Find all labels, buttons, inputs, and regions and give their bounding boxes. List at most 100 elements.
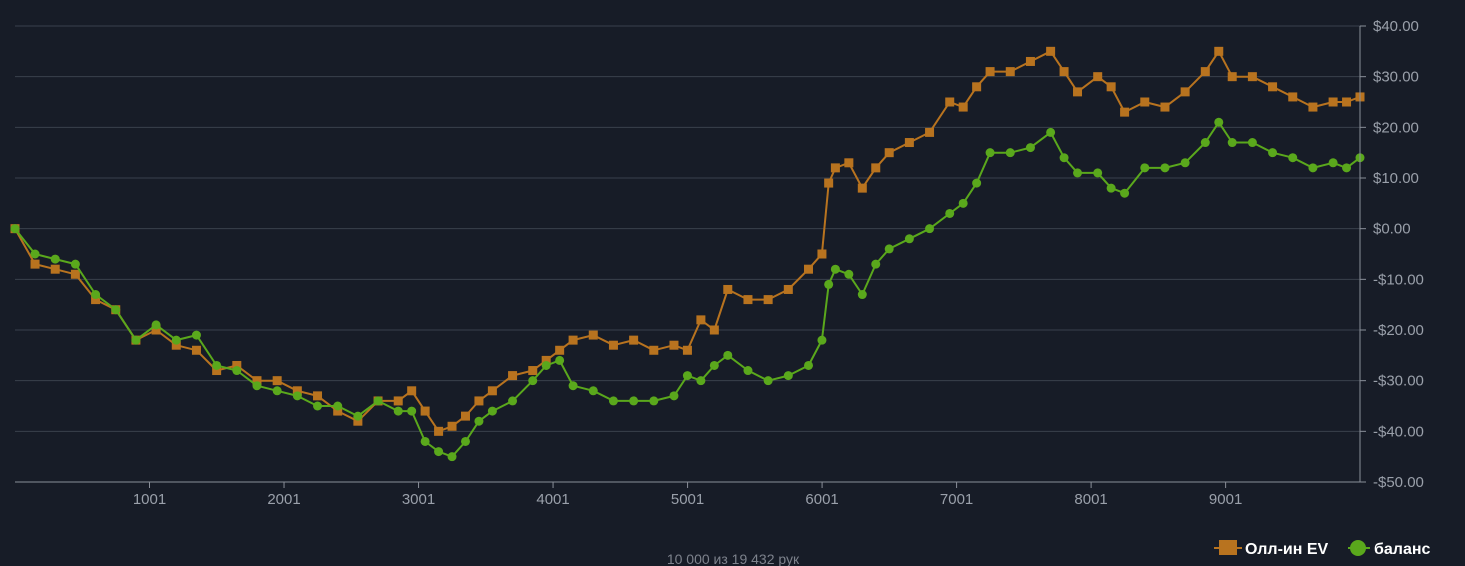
data-point: [393, 396, 403, 406]
data-point: [844, 269, 854, 279]
data-point: [925, 127, 935, 137]
series-line: [14, 121, 1361, 458]
data-point: [1073, 87, 1083, 97]
data-point: [420, 436, 430, 446]
data-point: [460, 411, 470, 421]
data-point: [131, 335, 141, 345]
data-point: [212, 360, 222, 370]
data-point: [151, 320, 161, 330]
data-point: [649, 345, 659, 355]
data-point: [528, 376, 538, 386]
data-point: [353, 411, 363, 421]
x-tick-label: 9001: [1209, 491, 1242, 508]
data-point: [555, 345, 565, 355]
data-point: [191, 330, 201, 340]
data-point: [763, 376, 773, 386]
data-point: [434, 447, 444, 457]
legend[interactable]: Олл-ин EV баланс: [1214, 540, 1431, 558]
data-point: [272, 386, 282, 396]
data-point: [70, 259, 80, 269]
y-tick-label: $40.00: [1373, 18, 1419, 35]
data-point: [945, 97, 955, 107]
y-tick-label: -$10.00: [1373, 271, 1424, 288]
data-point: [1268, 148, 1278, 158]
data-point: [608, 396, 618, 406]
data-point: [884, 148, 894, 158]
data-point: [1120, 107, 1130, 117]
y-tick-label: -$50.00: [1373, 474, 1424, 491]
data-point: [743, 295, 753, 305]
x-tick-label: 3001: [402, 491, 435, 508]
data-point: [824, 279, 834, 289]
data-point: [925, 224, 935, 234]
data-point: [588, 330, 598, 340]
data-point: [171, 340, 181, 350]
data-point: [555, 355, 565, 365]
data-point: [252, 376, 262, 386]
data-point: [541, 355, 551, 365]
data-point: [474, 416, 484, 426]
data-point: [292, 391, 302, 401]
data-point: [958, 102, 968, 112]
data-point: [1227, 138, 1237, 148]
data-point: [871, 259, 881, 269]
data-point: [696, 315, 706, 325]
data-point: [212, 366, 222, 376]
data-point: [857, 290, 867, 300]
data-point: [460, 436, 470, 446]
data-point: [50, 254, 60, 264]
data-point: [972, 82, 982, 92]
data-point: [1200, 67, 1210, 77]
x-tick-label: 8001: [1074, 491, 1107, 508]
data-point: [723, 284, 733, 294]
data-point: [1093, 168, 1103, 178]
legend-item-balance[interactable]: баланс: [1348, 540, 1431, 558]
data-point: [1328, 158, 1338, 168]
data-point: [1025, 143, 1035, 153]
legend-balance-label: баланс: [1374, 541, 1431, 558]
data-point: [487, 406, 497, 416]
data-point: [803, 360, 813, 370]
data-point: [353, 416, 363, 426]
data-point: [709, 360, 719, 370]
data-point: [669, 391, 679, 401]
data-point: [91, 290, 101, 300]
data-point: [1160, 163, 1170, 173]
data-point: [629, 396, 639, 406]
data-point: [1308, 163, 1318, 173]
data-point: [393, 406, 403, 416]
hands-count-caption: 10 000 из 19 432 рук: [667, 551, 800, 566]
data-point: [985, 148, 995, 158]
data-point: [1073, 168, 1083, 178]
data-point: [407, 386, 417, 396]
data-point: [844, 158, 854, 168]
data-point: [508, 371, 518, 381]
y-tick-label: $10.00: [1373, 170, 1419, 187]
data-point: [723, 350, 733, 360]
axes: $40.00 $30.00 $20.00 $10.00 $0.00 -$10.00 -$20…: [15, 18, 1424, 508]
y-tick-label: $30.00: [1373, 69, 1419, 86]
data-point: [30, 249, 40, 259]
data-point: [171, 335, 181, 345]
data-point: [1288, 92, 1298, 102]
data-point: [474, 396, 484, 406]
data-point: [682, 345, 692, 355]
data-point: [70, 269, 80, 279]
data-point: [313, 391, 323, 401]
data-point: [783, 371, 793, 381]
data-point: [1025, 56, 1035, 66]
legend-item-ev[interactable]: Олл-ин EV: [1214, 540, 1329, 558]
series-balance-markers: [10, 117, 1365, 462]
data-point: [1093, 72, 1103, 82]
data-point: [528, 366, 538, 376]
data-point: [272, 376, 282, 386]
data-point: [1227, 72, 1237, 82]
data-point: [1106, 183, 1116, 193]
data-point: [972, 178, 982, 188]
data-point: [111, 305, 121, 315]
data-point: [1288, 153, 1298, 163]
y-tick-label: -$40.00: [1373, 423, 1424, 440]
data-point: [1200, 138, 1210, 148]
data-point: [743, 366, 753, 376]
